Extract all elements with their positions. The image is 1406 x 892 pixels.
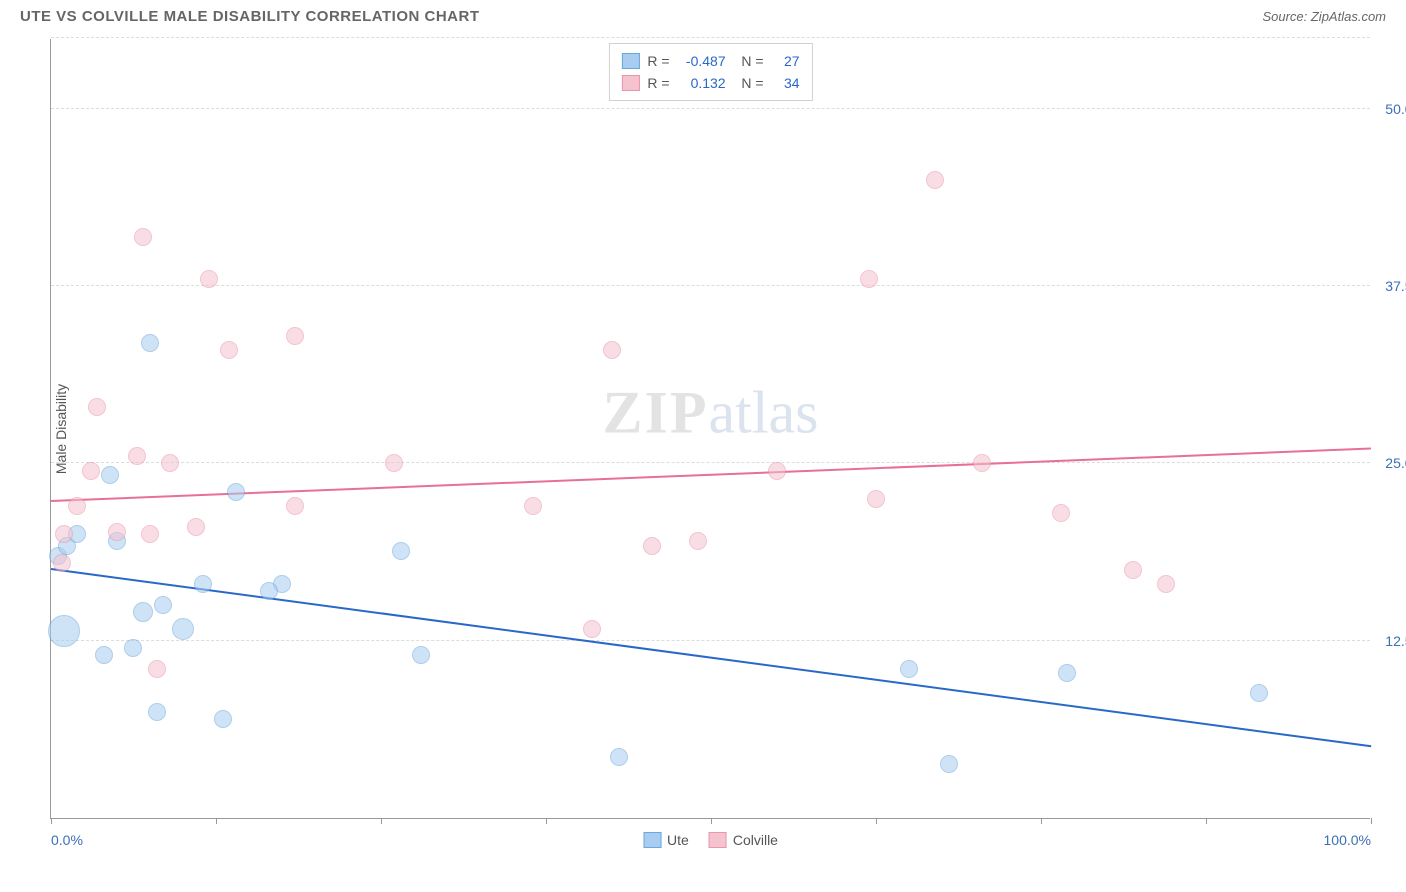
data-point xyxy=(1157,575,1175,593)
legend-n-value: 34 xyxy=(772,72,800,94)
legend-r-value: 0.132 xyxy=(678,72,726,94)
data-point xyxy=(187,518,205,536)
chart-title: UTE VS COLVILLE MALE DISABILITY CORRELAT… xyxy=(20,8,480,25)
watermark: ZIPatlas xyxy=(603,378,819,447)
data-point xyxy=(583,620,601,638)
data-point xyxy=(900,660,918,678)
data-point xyxy=(973,454,991,472)
data-point xyxy=(141,334,159,352)
legend-swatch xyxy=(621,75,639,91)
data-point xyxy=(524,497,542,515)
data-point xyxy=(148,703,166,721)
data-point xyxy=(1250,684,1268,702)
data-point xyxy=(68,497,86,515)
x-tick xyxy=(876,818,877,824)
x-tick xyxy=(546,818,547,824)
x-tick xyxy=(216,818,217,824)
trend-line xyxy=(51,568,1371,747)
legend-swatch xyxy=(709,832,727,848)
data-point xyxy=(200,270,218,288)
data-point xyxy=(1058,664,1076,682)
trend-line xyxy=(51,447,1371,501)
data-point xyxy=(940,755,958,773)
gridline xyxy=(51,108,1370,109)
legend-n-label: N = xyxy=(734,50,764,72)
x-tick-label: 0.0% xyxy=(51,832,83,848)
data-point xyxy=(385,454,403,472)
legend-stat-row: R = 0.132 N = 34 xyxy=(621,72,799,94)
data-point xyxy=(610,748,628,766)
data-point xyxy=(148,660,166,678)
data-point xyxy=(133,602,153,622)
x-tick xyxy=(1371,818,1372,824)
legend-swatch xyxy=(621,53,639,69)
data-point xyxy=(95,646,113,664)
data-point xyxy=(1124,561,1142,579)
data-point xyxy=(768,462,786,480)
legend-series: Ute Colville xyxy=(643,832,778,848)
y-axis-title: Male Disability xyxy=(53,383,69,473)
legend-r-label: R = xyxy=(647,50,669,72)
data-point xyxy=(124,639,142,657)
data-point xyxy=(53,554,71,572)
legend-r-label: R = xyxy=(647,72,669,94)
data-point xyxy=(82,462,100,480)
legend-n-value: 27 xyxy=(772,50,800,72)
data-point xyxy=(128,447,146,465)
x-tick xyxy=(381,818,382,824)
gridline xyxy=(51,640,1370,641)
data-point xyxy=(689,532,707,550)
data-point xyxy=(1052,504,1070,522)
data-point xyxy=(643,537,661,555)
data-point xyxy=(141,525,159,543)
data-point xyxy=(260,582,278,600)
data-point xyxy=(227,483,245,501)
y-tick-label: 50.0% xyxy=(1385,101,1406,117)
gridline xyxy=(51,285,1370,286)
x-tick xyxy=(711,818,712,824)
data-point xyxy=(194,575,212,593)
data-point xyxy=(154,596,172,614)
data-point xyxy=(101,466,119,484)
data-point xyxy=(603,341,621,359)
data-point xyxy=(860,270,878,288)
data-point xyxy=(214,710,232,728)
chart-source: Source: ZipAtlas.com xyxy=(1262,9,1386,24)
legend-item: Ute xyxy=(643,832,689,848)
data-point xyxy=(88,398,106,416)
data-point xyxy=(286,497,304,515)
x-tick xyxy=(1206,818,1207,824)
y-tick-label: 25.0% xyxy=(1385,455,1406,471)
x-tick xyxy=(1041,818,1042,824)
legend-stat-row: R = -0.487 N = 27 xyxy=(621,50,799,72)
legend-item: Colville xyxy=(709,832,778,848)
x-tick xyxy=(51,818,52,824)
data-point xyxy=(134,228,152,246)
data-point xyxy=(55,525,73,543)
legend-label: Colville xyxy=(733,832,778,848)
gridline xyxy=(51,462,1370,463)
y-tick-label: 12.5% xyxy=(1385,633,1406,649)
data-point xyxy=(286,327,304,345)
gridline xyxy=(51,37,1370,38)
data-point xyxy=(172,618,194,640)
data-point xyxy=(161,454,179,472)
data-point xyxy=(48,615,80,647)
data-point xyxy=(220,341,238,359)
legend-label: Ute xyxy=(667,832,689,848)
legend-n-label: N = xyxy=(734,72,764,94)
legend-stats: R = -0.487 N = 27 R = 0.132 N = 34 xyxy=(608,43,812,101)
scatter-chart: Male Disability ZIPatlas R = -0.487 N = 27… xyxy=(50,39,1370,819)
data-point xyxy=(108,523,126,541)
legend-swatch xyxy=(643,832,661,848)
data-point xyxy=(867,490,885,508)
x-tick-label: 100.0% xyxy=(1324,832,1371,848)
data-point xyxy=(392,542,410,560)
data-point xyxy=(412,646,430,664)
y-tick-label: 37.5% xyxy=(1385,278,1406,294)
data-point xyxy=(926,171,944,189)
legend-r-value: -0.487 xyxy=(678,50,726,72)
